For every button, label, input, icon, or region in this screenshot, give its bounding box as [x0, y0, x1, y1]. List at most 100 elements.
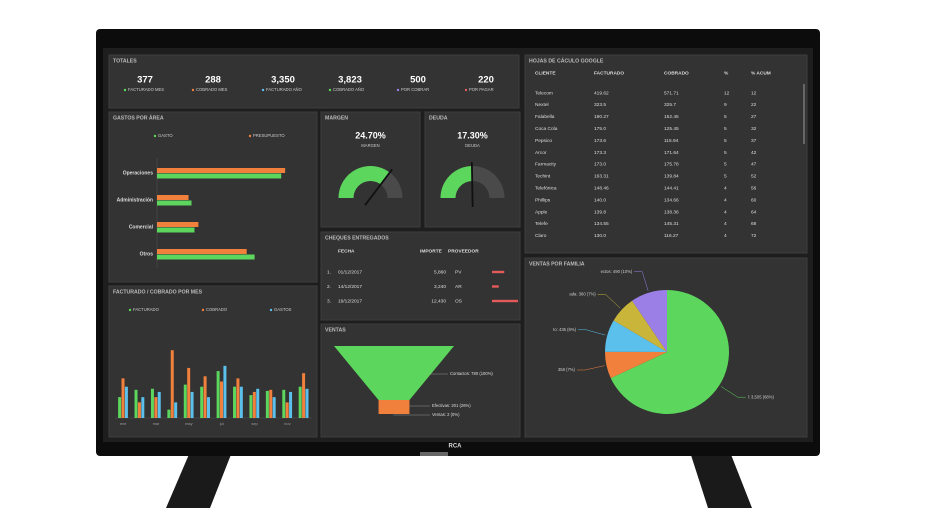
cell: 144.41: [664, 185, 679, 191]
legend-label: PRESUPUESTO: [253, 133, 285, 138]
funnel-label: Contactos: 780 (100%): [450, 371, 493, 376]
gauge-value: 17.30%: [457, 130, 488, 140]
bar: [157, 249, 247, 254]
cell: Phillips: [535, 197, 551, 203]
total-value: 500: [410, 75, 426, 86]
total-dot: [261, 88, 265, 92]
funnel-stage: [378, 400, 410, 414]
cell: 5: [724, 150, 727, 156]
bar: [134, 389, 138, 418]
cell: 130.0: [594, 233, 606, 239]
legend-dot: [201, 308, 205, 312]
panel-title: DEUDA: [429, 115, 448, 121]
legend-dot: [153, 134, 157, 138]
panel-title: VENTAS: [325, 327, 346, 333]
total-value: 288: [205, 75, 221, 86]
bar: [298, 386, 302, 418]
scrollbar: [803, 84, 805, 144]
cell: 19/12/2017: [338, 298, 362, 304]
cell: Arcor: [535, 150, 547, 156]
legend-dot: [269, 308, 273, 312]
bar: [170, 350, 174, 418]
cell: 134.55: [594, 221, 609, 227]
cell: Telefónica: [535, 185, 557, 191]
cell: 5: [724, 162, 727, 168]
funnel-label: Efectivas: 201 (26%): [432, 403, 471, 408]
row-index: 2.: [327, 284, 331, 290]
cell: 323.5: [594, 102, 606, 108]
total-dot: [191, 88, 195, 92]
bar: [157, 227, 195, 233]
cell: 68: [751, 221, 757, 227]
bar: [220, 381, 224, 418]
stand-right: [690, 452, 752, 508]
cell: 138.36: [664, 209, 679, 215]
total-value: 3,823: [338, 75, 362, 86]
panel: [524, 54, 808, 254]
x-tick-label: ene: [120, 421, 127, 426]
bar: [289, 391, 293, 418]
category-label: Operaciones: [123, 170, 154, 176]
panel: [108, 54, 520, 109]
cell: 5,860: [434, 269, 446, 275]
legend-label: GASTOS: [274, 307, 292, 312]
cell: 12: [751, 90, 757, 96]
funnel-label: Ventas: 2 (0%): [432, 412, 460, 417]
total-dot: [464, 88, 468, 92]
bar: [272, 397, 276, 418]
cell: 173.3: [594, 150, 606, 156]
cell: 152.45: [664, 114, 679, 120]
legend-dot: [128, 308, 132, 312]
bar: [118, 397, 122, 418]
cell: Telecom: [535, 90, 553, 96]
cell: AR: [455, 284, 462, 290]
category-label: Administración: [117, 197, 153, 203]
cell: Techint: [535, 174, 551, 180]
bar: [269, 389, 273, 418]
total-label: POR PAGAR: [469, 87, 494, 92]
total-label: POR COBRAR: [401, 87, 429, 92]
bar: [157, 173, 282, 179]
leader-line: [634, 271, 649, 291]
total-label: COBRADO MES: [196, 87, 228, 92]
legend-label: FACTURADO: [133, 307, 160, 312]
gauge-label: DEUDA: [465, 143, 480, 148]
x-tick-label: mar: [153, 421, 161, 426]
cell: 5: [724, 126, 727, 132]
total-dot: [328, 88, 332, 92]
cell: 139.8: [594, 209, 606, 215]
gauge-value: 24.70%: [355, 130, 386, 140]
legend-label: COBRADO: [206, 307, 228, 312]
panel-title: TOTALES: [113, 58, 137, 64]
table-header: % ACUM: [751, 70, 771, 76]
panel-title: MARGEN: [325, 115, 348, 121]
table-header: CLIENTE: [535, 70, 556, 76]
table-header: PROVEEDOR: [448, 248, 479, 254]
cell: 56: [751, 185, 757, 191]
cell: 5: [724, 174, 727, 180]
leader-line: [597, 294, 621, 309]
cell: Coca Cola: [535, 126, 558, 132]
bar: [190, 391, 194, 418]
leader-line: [576, 365, 605, 371]
panel: [320, 231, 521, 321]
bar: [249, 395, 253, 418]
cell: 4: [724, 197, 727, 203]
panel-title: GASTOS POR ÁREA: [113, 114, 164, 121]
total-label: COBRADO AÑO: [333, 87, 365, 92]
gauge-label: MARGEN: [361, 143, 379, 148]
bar: [282, 389, 286, 418]
category-label: Otros: [140, 251, 154, 257]
cell: 134.66: [664, 197, 679, 203]
leader-line: [720, 386, 746, 398]
cell: Pepsico: [535, 138, 552, 144]
cell: 64: [751, 209, 757, 215]
cell: 145.31: [664, 221, 679, 227]
table-header: %: [724, 70, 729, 76]
bar: [157, 254, 255, 260]
bar: [265, 390, 269, 418]
gauge-fill: [338, 166, 390, 198]
bar: [223, 365, 227, 418]
cell: Nextel: [535, 102, 549, 108]
funnel-stage: [334, 346, 454, 400]
